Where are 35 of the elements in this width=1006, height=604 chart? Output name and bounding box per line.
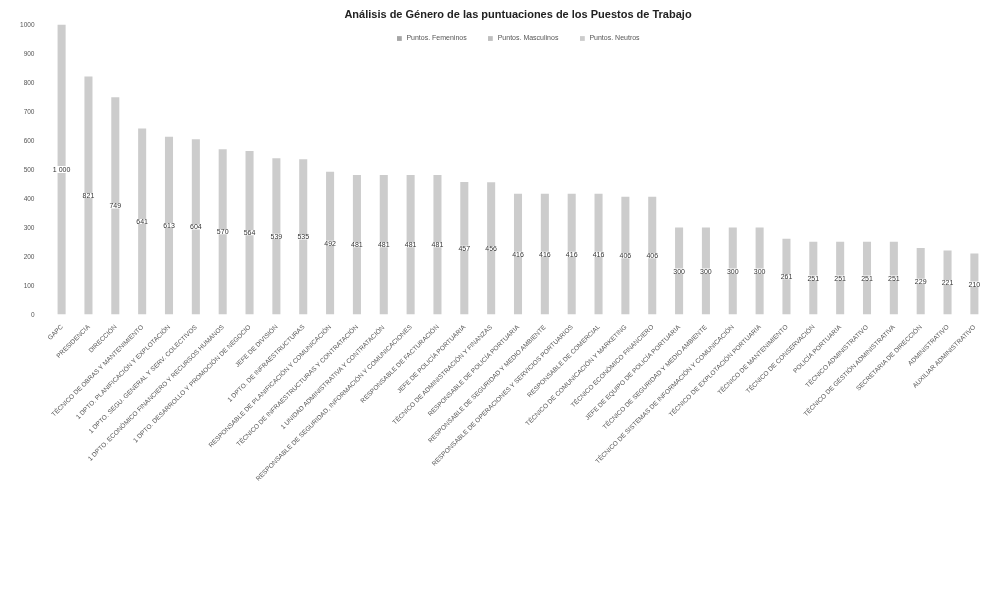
bar [889, 241, 898, 315]
bar [594, 193, 603, 315]
bar [191, 139, 200, 315]
bar [487, 182, 496, 315]
bar [701, 227, 710, 315]
bar [111, 97, 120, 315]
bar [218, 149, 227, 315]
bar [299, 159, 308, 315]
bar [943, 250, 952, 315]
bar [84, 76, 93, 315]
bar [728, 227, 737, 315]
bar [567, 193, 576, 315]
bar [164, 136, 174, 315]
bar [379, 175, 388, 315]
bar [433, 175, 442, 315]
bar [513, 193, 523, 315]
bar [352, 175, 361, 315]
bar [245, 150, 254, 315]
chart-title: Análisis de Género de las puntuaciones de los Puestos de Trabajo [344, 7, 692, 20]
bar [809, 241, 818, 315]
bar [621, 196, 630, 315]
bar [862, 241, 872, 315]
bar [782, 238, 791, 315]
bar [272, 158, 281, 315]
bar [916, 248, 925, 315]
bar [138, 128, 147, 315]
bar [970, 253, 979, 315]
bar [648, 196, 657, 315]
bar [460, 181, 469, 315]
bar [836, 241, 845, 315]
bar [675, 227, 684, 315]
bar [406, 175, 415, 315]
bar [326, 171, 335, 315]
bar [755, 227, 764, 315]
bar [540, 193, 549, 315]
